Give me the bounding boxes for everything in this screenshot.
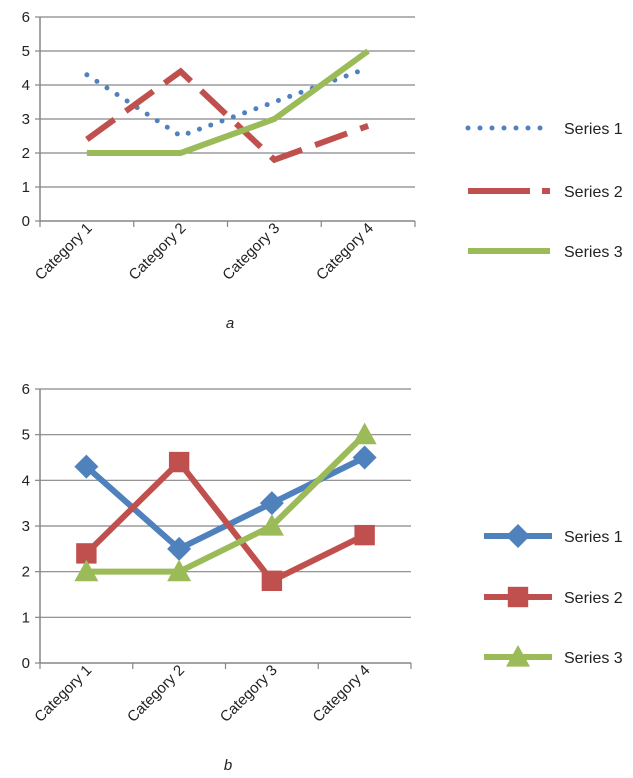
legend-label: Series 2 xyxy=(564,590,623,607)
y-tick-label: 4 xyxy=(22,77,30,94)
y-tick-label: 3 xyxy=(22,518,30,535)
data-point-marker xyxy=(259,491,284,516)
legend-label: Series 1 xyxy=(564,529,623,546)
data-point-marker xyxy=(74,454,99,479)
legend-marker xyxy=(506,645,530,667)
series-1 xyxy=(74,445,377,561)
legend-entry: Series 2 xyxy=(484,586,623,608)
chart-panel-a: 0 1 2 3 4 5 6 Category 1 Category 2 Category 3 Cat… xyxy=(22,9,623,332)
data-point-marker xyxy=(167,559,192,582)
y-tick-label: 6 xyxy=(22,9,30,26)
x-category-label: Category 1 xyxy=(31,662,95,726)
data-point-marker xyxy=(261,570,283,591)
series-2 xyxy=(76,451,375,591)
legend-label: Series 3 xyxy=(564,244,623,261)
y-tick-label: 6 xyxy=(22,381,30,398)
panel-label: b xyxy=(224,757,232,774)
panel-label: a xyxy=(226,315,234,332)
legend-label: Series 2 xyxy=(564,184,623,201)
data-point-marker xyxy=(352,445,377,470)
legend-entry: Series 3 xyxy=(468,244,623,261)
series-2 xyxy=(85,67,370,164)
legend-marker xyxy=(506,524,530,548)
series-3 xyxy=(86,48,370,156)
legend-entry: Series 2 xyxy=(468,184,623,201)
series-line xyxy=(86,432,367,575)
x-category-label: Category 1 xyxy=(32,220,96,284)
data-point-marker xyxy=(354,524,375,546)
legend-entry: Series 1 xyxy=(484,524,623,548)
y-tick-label: 1 xyxy=(22,609,30,626)
data-point-marker xyxy=(259,514,284,536)
data-point-marker xyxy=(352,422,377,445)
x-category-label: Category 3 xyxy=(219,220,283,284)
y-tick-label: 0 xyxy=(22,655,30,672)
y-tick-label: 1 xyxy=(22,179,30,196)
series-line xyxy=(84,457,366,585)
x-category-label: Category 4 xyxy=(313,220,377,284)
series-line xyxy=(84,454,366,553)
data-point-marker xyxy=(74,559,99,582)
y-tick-label: 3 xyxy=(22,111,30,128)
x-category-label: Category 4 xyxy=(310,662,374,726)
series-3 xyxy=(74,422,377,582)
data-point-marker xyxy=(167,536,192,561)
y-tick-label: 5 xyxy=(22,427,30,444)
legend-label: Series 1 xyxy=(564,121,623,138)
series-line xyxy=(85,67,370,164)
y-tick-label: 0 xyxy=(22,213,30,230)
y-tick-label: 2 xyxy=(22,564,30,581)
y-tick-label: 5 xyxy=(22,43,30,60)
y-tick-label: 4 xyxy=(22,472,30,489)
x-category-label: Category 2 xyxy=(126,220,190,284)
x-category-label: Category 2 xyxy=(124,662,188,726)
y-tick-label: 2 xyxy=(22,145,30,162)
data-point-marker xyxy=(168,451,190,473)
legend-entry: Series 1 xyxy=(465,121,623,138)
legend-label: Series 3 xyxy=(564,650,623,667)
data-point-marker xyxy=(76,543,97,564)
legend-entry: Series 3 xyxy=(484,645,623,667)
series-line xyxy=(86,48,370,156)
chart-panel-b: 0 1 2 3 4 5 6 Category 1 Category 2 Category 3 Cat… xyxy=(22,381,623,774)
legend-marker xyxy=(507,586,529,608)
x-category-label: Category 3 xyxy=(217,662,281,726)
